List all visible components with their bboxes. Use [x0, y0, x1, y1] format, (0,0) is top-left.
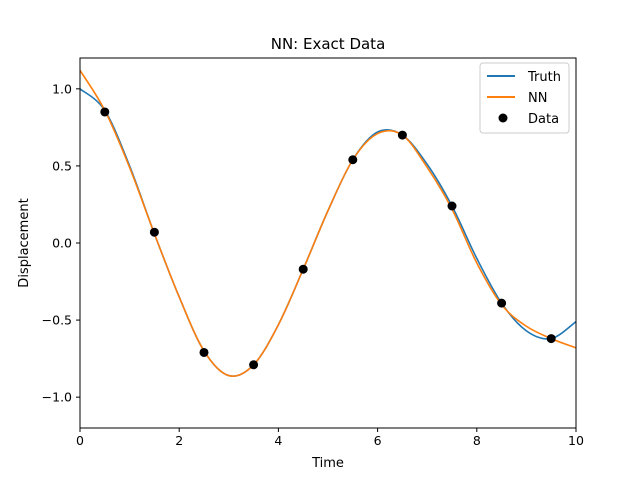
chart-title: NN: Exact Data: [271, 35, 386, 53]
y-tick-label: 0.5: [52, 158, 72, 173]
data-point: [149, 227, 159, 237]
y-tick-label: 0.0: [52, 236, 72, 251]
data-point: [348, 155, 358, 165]
y-tick-label: 1.0: [52, 81, 72, 96]
data-point: [100, 107, 110, 117]
legend-label-truth: Truth: [527, 70, 561, 85]
data-point: [249, 360, 259, 370]
series-line-nn: [80, 69, 576, 377]
x-axis: 0 2 4 6 8 10: [76, 428, 584, 448]
data-point: [298, 264, 308, 274]
legend-swatch-data: [498, 113, 508, 123]
x-tick-label: 2: [175, 433, 183, 448]
data-point: [497, 298, 507, 308]
y-axis: −1.0 −0.5 0.0 0.5 1.0: [42, 81, 80, 405]
legend-label-nn: NN: [528, 91, 547, 106]
x-tick-label: 4: [274, 433, 282, 448]
x-tick-label: 8: [473, 433, 481, 448]
x-tick-label: 0: [76, 433, 84, 448]
x-tick-label: 10: [568, 433, 584, 448]
x-tick-label: 6: [374, 433, 382, 448]
points-layer: [100, 107, 556, 370]
legend-label-data: Data: [528, 112, 559, 127]
x-axis-label: Time: [311, 456, 344, 471]
series-layer: [80, 69, 576, 377]
data-point: [546, 334, 556, 344]
legend: Truth NN Data: [479, 62, 570, 134]
data-point: [397, 130, 407, 140]
y-tick-label: −0.5: [42, 313, 72, 328]
y-axis-label: Displacement: [17, 198, 32, 287]
data-point: [447, 201, 457, 211]
data-point: [199, 347, 209, 357]
y-tick-label: −1.0: [42, 390, 72, 405]
